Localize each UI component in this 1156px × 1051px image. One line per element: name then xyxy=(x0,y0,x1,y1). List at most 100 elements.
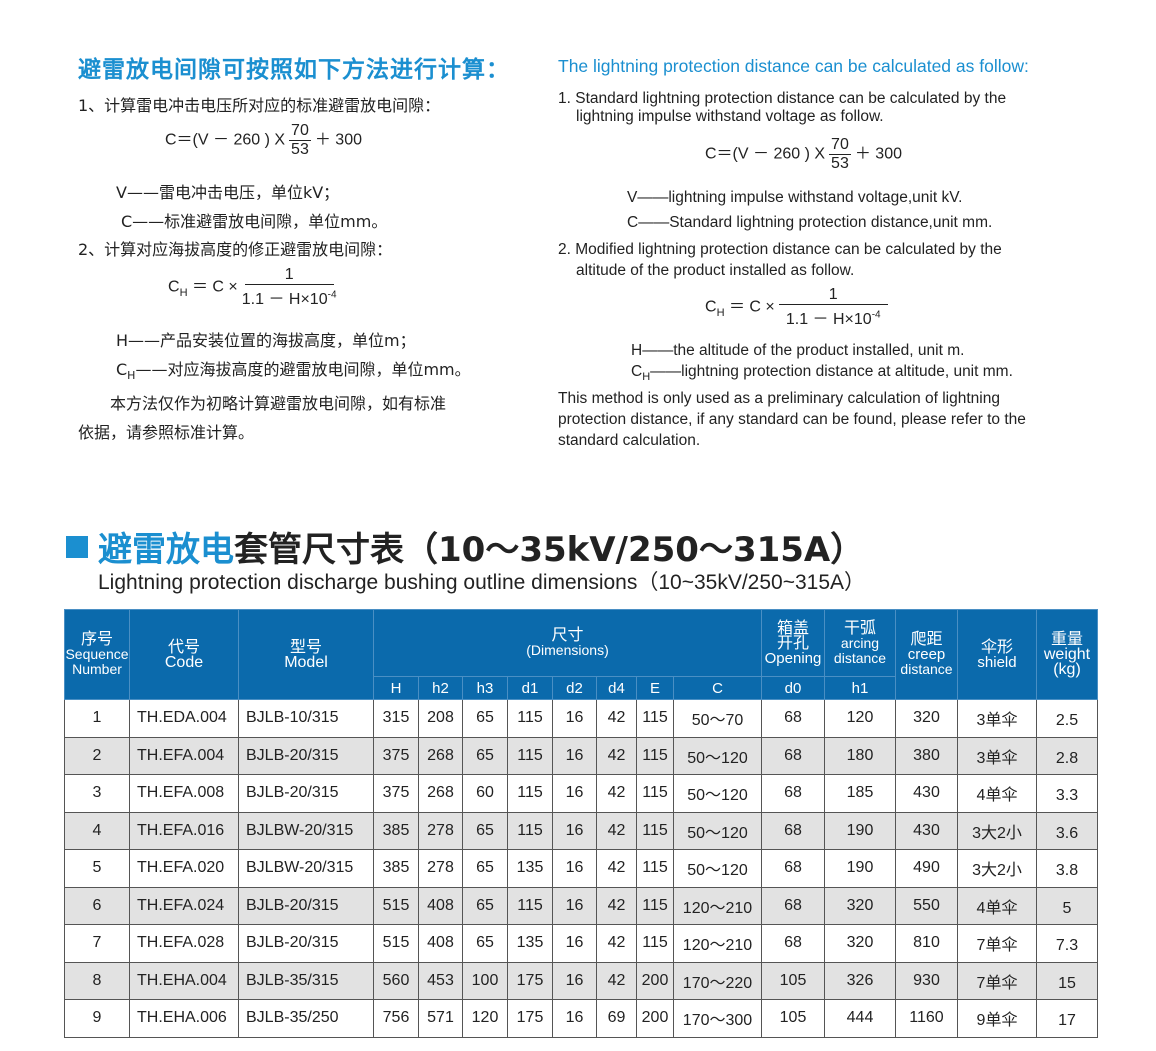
table-cell: 50～120 xyxy=(673,774,762,813)
table-cell: 65 xyxy=(462,699,508,738)
table-cell: 115 xyxy=(636,849,674,888)
en-step2a: 2. Modified lightning protection distanc… xyxy=(558,241,1002,258)
table-cell: 115 xyxy=(636,699,674,738)
table-cell: BJLBW-20/315 xyxy=(238,849,374,888)
en-c-def: C——Standard lightning protection distanc… xyxy=(627,214,993,231)
table-cell: 16 xyxy=(552,811,597,850)
table-cell: 50～120 xyxy=(673,811,762,850)
subheader-e: E xyxy=(636,676,674,700)
table-cell: 65 xyxy=(462,924,508,963)
cn-note-1: 本方法仅作为初略计算避雷放电间隙，如有标准 xyxy=(110,394,447,413)
table-cell: 408 xyxy=(418,924,463,963)
table-cell: 120～210 xyxy=(673,886,762,925)
subheader-d1: d1 xyxy=(507,676,553,700)
table-cell: 268 xyxy=(418,774,463,813)
table-cell: 375 xyxy=(373,774,419,813)
table-cell: 42 xyxy=(596,811,637,850)
table-cell: 120 xyxy=(824,699,896,738)
table-cell: 16 xyxy=(552,849,597,888)
subheader-h1: h1 xyxy=(824,676,896,700)
table-cell: 208 xyxy=(418,699,463,738)
table-cell: 42 xyxy=(596,961,637,1000)
table-cell: BJLB-20/315 xyxy=(238,736,374,775)
table-cell: 175 xyxy=(507,999,553,1038)
table-cell: 68 xyxy=(761,736,825,775)
table-cell: 1160 xyxy=(895,999,958,1038)
table-cell: 571 xyxy=(418,999,463,1038)
table-cell: 9 xyxy=(64,999,130,1038)
table-cell: BJLB-35/315 xyxy=(238,961,374,1000)
table-cell: 4单伞 xyxy=(957,774,1037,813)
table-cell: TH.EDA.004 xyxy=(129,699,239,738)
table-cell: TH.EFA.024 xyxy=(129,886,239,925)
en-title: The lightning protection distance can be… xyxy=(558,56,1029,76)
table-cell: 326 xyxy=(824,961,896,1000)
en-note-2: protection distance, if any standard can… xyxy=(558,411,1026,428)
table-cell: 105 xyxy=(761,961,825,1000)
table-cell: 7单伞 xyxy=(957,924,1037,963)
table-cell: BJLB-10/315 xyxy=(238,699,374,738)
table-cell: TH.EHA.004 xyxy=(129,961,239,1000)
table-cell: 180 xyxy=(824,736,896,775)
table-cell: 6 xyxy=(64,886,130,925)
table-cell: 810 xyxy=(895,924,958,963)
table-cell: 135 xyxy=(507,924,553,963)
table-cell: 380 xyxy=(895,736,958,775)
table-cell: 68 xyxy=(761,849,825,888)
table-cell: 42 xyxy=(596,849,637,888)
table-cell: 185 xyxy=(824,774,896,813)
table-cell: 9单伞 xyxy=(957,999,1037,1038)
table-cell: 5 xyxy=(1036,886,1098,925)
en-formula-2: CH ＝ C × 1 1.1 － H×10-4 xyxy=(705,286,892,329)
table-row: 5 TH.EFA.020 BJLBW-20/315 385 278 65 135 16 42 11… xyxy=(64,849,1098,888)
table-cell: 268 xyxy=(418,736,463,775)
header-weight: 重量 weight (kg) xyxy=(1036,609,1098,700)
header-arcing: 干弧 arcing distance xyxy=(824,609,896,677)
en-h-def: H——the altitude of the product installed… xyxy=(631,342,965,359)
header-shield: 伞形 shield xyxy=(957,609,1037,700)
table-cell: BJLB-35/250 xyxy=(238,999,374,1038)
table-cell: 65 xyxy=(462,811,508,850)
table-cell: 8 xyxy=(64,961,130,1000)
table-cell: 120～210 xyxy=(673,924,762,963)
table-cell: 17 xyxy=(1036,999,1098,1038)
table-cell: 60 xyxy=(462,774,508,813)
table-cell: 3大2小 xyxy=(957,849,1037,888)
table-cell: 115 xyxy=(507,774,553,813)
table-row: 7 TH.EFA.028 BJLB-20/315 515 408 65 135 16 42 115… xyxy=(64,924,1098,963)
table-cell: 2.8 xyxy=(1036,736,1098,775)
table-cell: 135 xyxy=(507,849,553,888)
table-cell: 42 xyxy=(596,699,637,738)
table-cell: 560 xyxy=(373,961,419,1000)
en-step2b: altitude of the product installed as fol… xyxy=(576,262,855,279)
table-cell: 408 xyxy=(418,886,463,925)
section-square-icon xyxy=(66,536,88,558)
cn-step2: 2、计算对应海拔高度的修正避雷放电间隙： xyxy=(78,240,393,259)
table-cell: 115 xyxy=(636,886,674,925)
table-cell: 16 xyxy=(552,699,597,738)
subheader-h3: h3 xyxy=(462,676,508,700)
table-cell: 68 xyxy=(761,811,825,850)
subheader-c: C xyxy=(673,676,762,700)
table-cell: 68 xyxy=(761,924,825,963)
en-v-def: V——lightning impulse withstand voltage,u… xyxy=(627,189,963,206)
table-cell: 385 xyxy=(373,849,419,888)
table-cell: TH.EFA.004 xyxy=(129,736,239,775)
header-model: 型号 Model xyxy=(238,609,374,700)
table-cell: 105 xyxy=(761,999,825,1038)
table-cell: 315 xyxy=(373,699,419,738)
table-cell: 200 xyxy=(636,961,674,1000)
table-cell: 42 xyxy=(596,924,637,963)
en-step1b: lightning impulse withstand voltage as f… xyxy=(576,108,884,125)
table-cell: 115 xyxy=(507,736,553,775)
table-cell: 50～120 xyxy=(673,736,762,775)
table-cell: 756 xyxy=(373,999,419,1038)
table-cell: 7.3 xyxy=(1036,924,1098,963)
table-cell: 42 xyxy=(596,774,637,813)
table-cell: TH.EFA.008 xyxy=(129,774,239,813)
cn-step1: 1、计算雷电冲击电压所对应的标准避雷放电间隙： xyxy=(78,96,441,115)
table-cell: 115 xyxy=(507,699,553,738)
en-note-1: This method is only used as a preliminar… xyxy=(558,390,1000,407)
header-code: 代号 Code xyxy=(129,609,239,700)
cn-formula-2: CH ＝ C × 1 1.1 － H×10-4 xyxy=(168,266,337,308)
